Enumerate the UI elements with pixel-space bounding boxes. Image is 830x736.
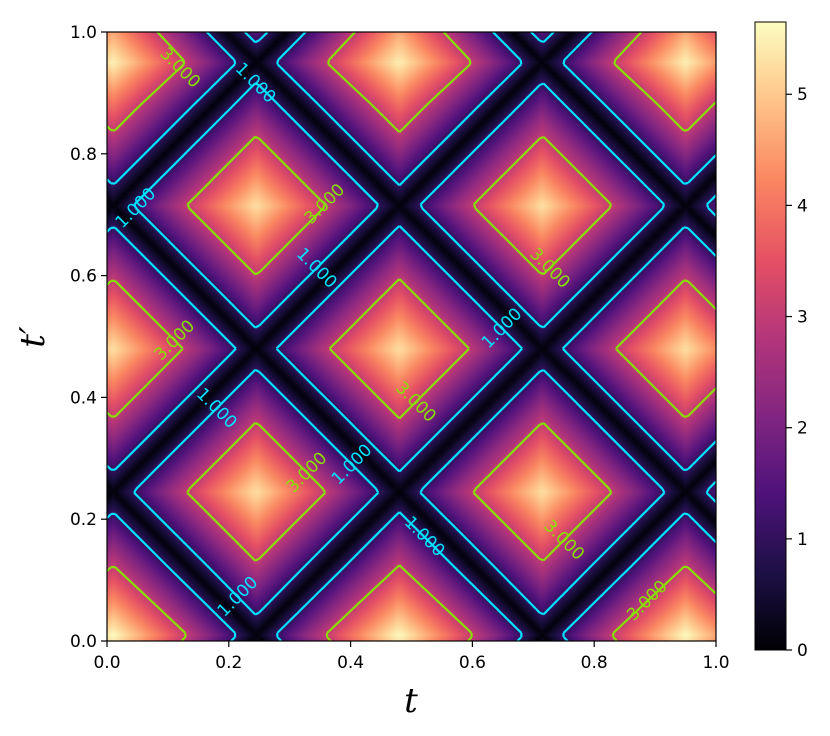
contour-line-3.000	[107, 32, 716, 641]
plot-frame	[106, 31, 717, 642]
y-tick-label: 0.8	[70, 145, 97, 165]
colorbar-tick-label: 2	[797, 419, 808, 439]
x-tick-label: 0.0	[93, 653, 120, 673]
heatmap-image	[107, 32, 716, 641]
y-tick-label: 0.4	[70, 388, 97, 408]
y-tick-label: 1.0	[70, 23, 97, 43]
x-axis-ticks: 0.0 0.2 0.4 0.6 0.8 1.0	[93, 641, 730, 673]
x-tick-label: 0.8	[581, 653, 608, 673]
colorbar-tick-label: 3	[797, 308, 808, 328]
y-tick-label: 0.6	[70, 267, 97, 287]
y-axis-ticks: 0.0 0.2 0.4 0.6 0.8 1.0	[70, 23, 107, 652]
y-tick-label: 0.2	[70, 510, 97, 530]
y-axis-label: t′	[13, 326, 53, 348]
x-tick-label: 1.0	[702, 653, 729, 673]
colorbar-tick-label: 0	[797, 641, 808, 661]
x-tick-label: 0.4	[337, 653, 364, 673]
colorbar-gradient	[754, 21, 787, 651]
colorbar-ticks: 0 1 2 3 4 5	[786, 85, 808, 661]
x-tick-label: 0.2	[215, 653, 242, 673]
colorbar: 0 1 2 3 4 5	[754, 21, 808, 661]
colorbar-tick-label: 1	[797, 530, 808, 550]
y-tick-label: 0.0	[70, 632, 97, 652]
x-tick-label: 0.6	[459, 653, 486, 673]
x-axis-label: t	[404, 681, 418, 721]
colorbar-tick-label: 5	[797, 85, 808, 105]
colorbar-tick-label: 4	[797, 196, 808, 216]
heatmap-plot-area: 1.0001.0001.0001.0001.0001.0001.0001.000…	[106, 31, 717, 642]
